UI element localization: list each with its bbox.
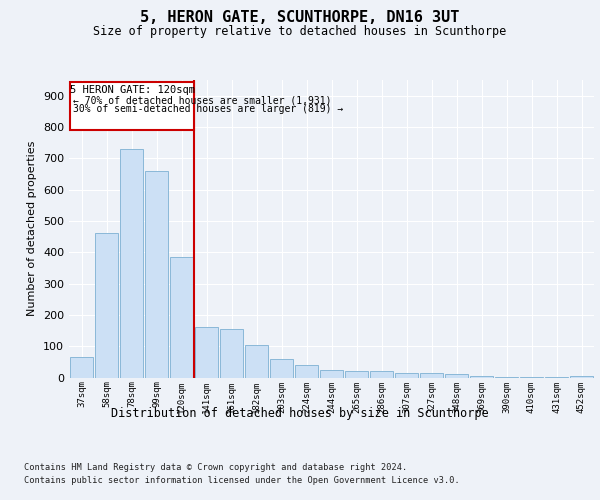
Y-axis label: Number of detached properties: Number of detached properties [28, 141, 37, 316]
Text: Contains HM Land Registry data © Crown copyright and database right 2024.: Contains HM Land Registry data © Crown c… [24, 462, 407, 471]
Bar [145, 171, 168, 378]
Text: Contains public sector information licensed under the Open Government Licence v3: Contains public sector information licen… [24, 476, 460, 485]
Bar [170, 257, 193, 378]
Bar [395, 373, 418, 378]
Bar [495, 376, 518, 378]
Bar [520, 377, 543, 378]
Text: Size of property relative to detached houses in Scunthorpe: Size of property relative to detached ho… [94, 25, 506, 38]
Bar [570, 376, 593, 378]
Bar [220, 329, 243, 378]
Bar [245, 344, 268, 378]
Bar [345, 371, 368, 378]
Bar [195, 328, 218, 378]
Bar [120, 149, 143, 378]
Text: ← 70% of detached houses are smaller (1,931): ← 70% of detached houses are smaller (1,… [73, 95, 331, 105]
Bar [95, 232, 118, 378]
Bar [270, 358, 293, 378]
Bar [370, 371, 393, 378]
Bar [420, 373, 443, 378]
Text: 5 HERON GATE: 120sqm: 5 HERON GATE: 120sqm [70, 85, 194, 95]
Bar [470, 376, 493, 378]
Text: Distribution of detached houses by size in Scunthorpe: Distribution of detached houses by size … [111, 408, 489, 420]
Text: 30% of semi-detached houses are larger (819) →: 30% of semi-detached houses are larger (… [73, 104, 343, 114]
Bar [320, 370, 343, 378]
Bar [295, 365, 318, 378]
Text: 5, HERON GATE, SCUNTHORPE, DN16 3UT: 5, HERON GATE, SCUNTHORPE, DN16 3UT [140, 10, 460, 25]
FancyBboxPatch shape [70, 82, 194, 130]
Bar [70, 357, 93, 378]
Bar [445, 374, 468, 378]
